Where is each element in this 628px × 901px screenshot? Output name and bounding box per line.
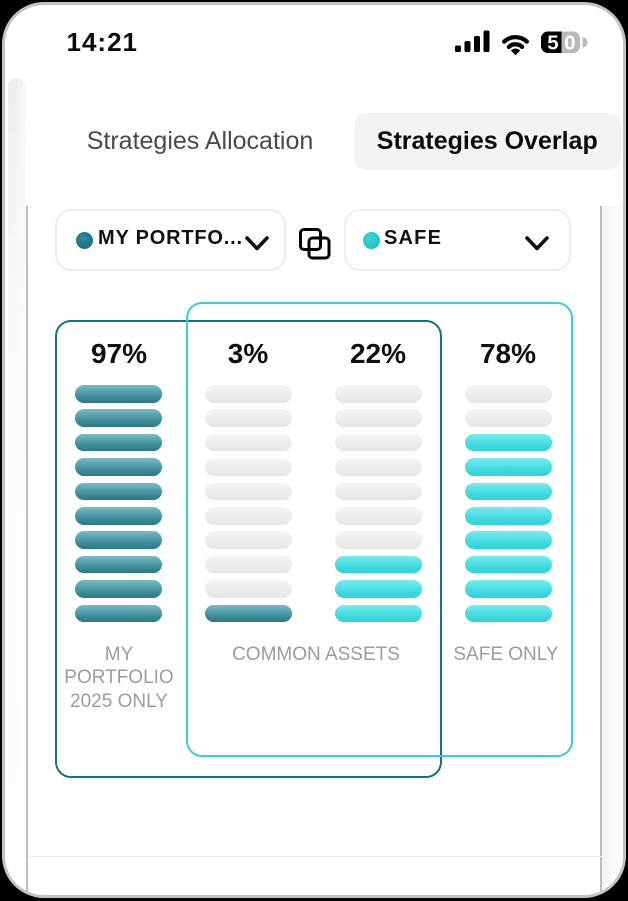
- svg-text:0: 0: [564, 32, 575, 55]
- svg-text:5: 5: [547, 32, 558, 55]
